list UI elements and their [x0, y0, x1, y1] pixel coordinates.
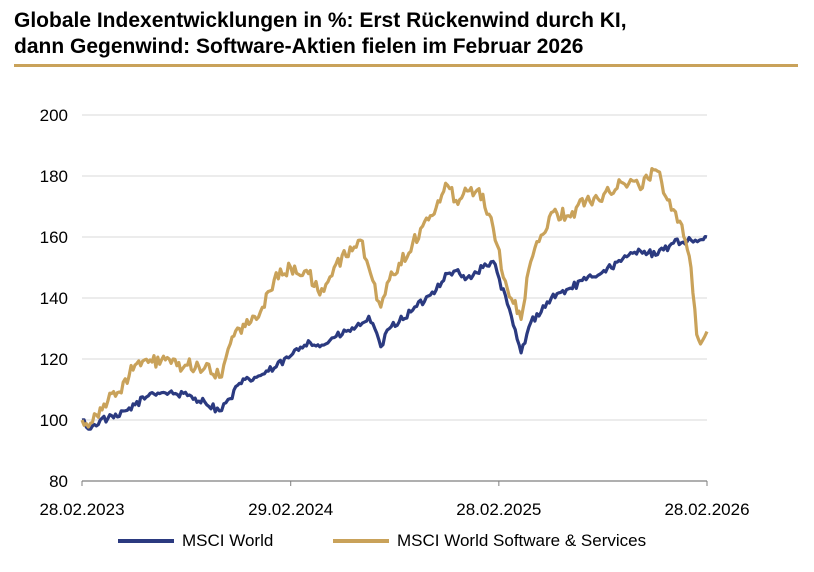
legend-item-msci-world: MSCI World	[118, 531, 273, 551]
x-tick-label-0: 28.02.2023	[39, 500, 124, 519]
legend-label-msci-software: MSCI World Software & Services	[397, 531, 647, 550]
series-line-msci-software	[80, 167, 709, 429]
legend-item-msci-software: MSCI World Software & Services	[333, 531, 646, 551]
y-axis: 80 100 120 140 160 180 200	[40, 106, 68, 491]
x-tick-label-1: 29.02.2024	[248, 500, 333, 519]
chart-title: Globale Indexentwicklungen in %: Erst Rü…	[14, 8, 804, 60]
legend-label-msci-world: MSCI World	[182, 531, 274, 550]
title-divider	[14, 64, 798, 67]
y-tick-label-120: 120	[40, 350, 68, 369]
x-axis: 28.02.2023 29.02.2024 28.02.2025 28.02.2026	[39, 480, 750, 519]
line-chart: 80 100 120 140 160 180 200 28.02.2023 29.02.202…	[39, 106, 750, 519]
y-tick-label-140: 140	[40, 289, 68, 308]
y-tick-label-200: 200	[40, 106, 68, 125]
gridlines	[82, 114, 707, 421]
y-tick-label-160: 160	[40, 228, 68, 247]
y-tick-label-180: 180	[40, 167, 68, 186]
x-tick-label-3: 28.02.2026	[664, 500, 749, 519]
legend-swatch-msci-world	[118, 539, 174, 543]
chart-title-line1: Globale Indexentwicklungen in %: Erst Rü…	[14, 9, 627, 32]
y-tick-label-100: 100	[40, 411, 68, 430]
x-tick-label-2: 28.02.2025	[456, 500, 541, 519]
chart-title-line2: dann Gegenwind: Software-Aktien fielen i…	[14, 35, 584, 58]
y-tick-label-80: 80	[49, 472, 68, 491]
legend-swatch-msci-software	[333, 539, 389, 543]
legend: MSCI World MSCI World Software & Service…	[0, 531, 814, 557]
series-group	[80, 167, 709, 431]
series-line-msci-world	[81, 235, 708, 431]
